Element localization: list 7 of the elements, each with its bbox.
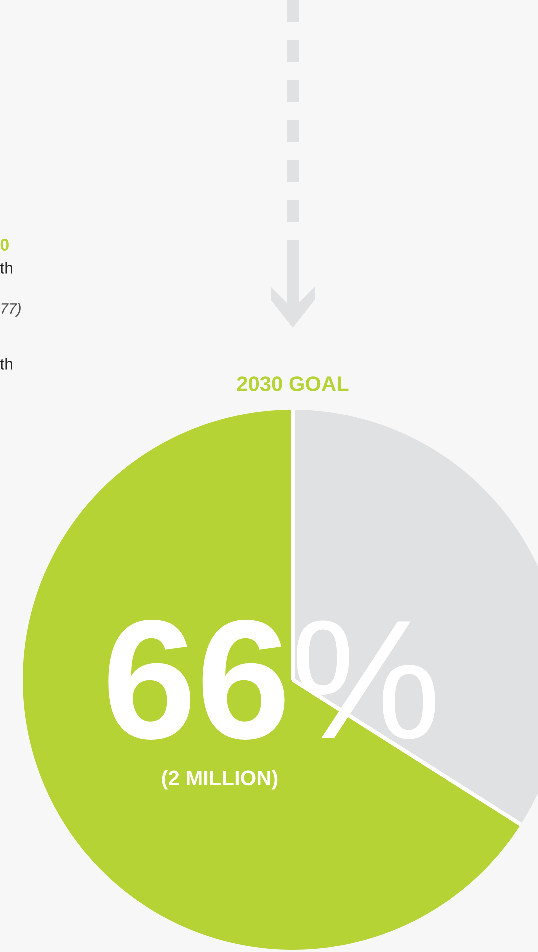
text: th: [0, 262, 12, 274]
text: 0: [0, 238, 9, 251]
text: th: [0, 358, 12, 370]
data-label: 66%: [108, 620, 436, 740]
text: (2 MILLION): [162, 770, 278, 790]
chart-title: 2030 GOAL: [237, 376, 349, 392]
text: 77): [2, 303, 21, 317]
